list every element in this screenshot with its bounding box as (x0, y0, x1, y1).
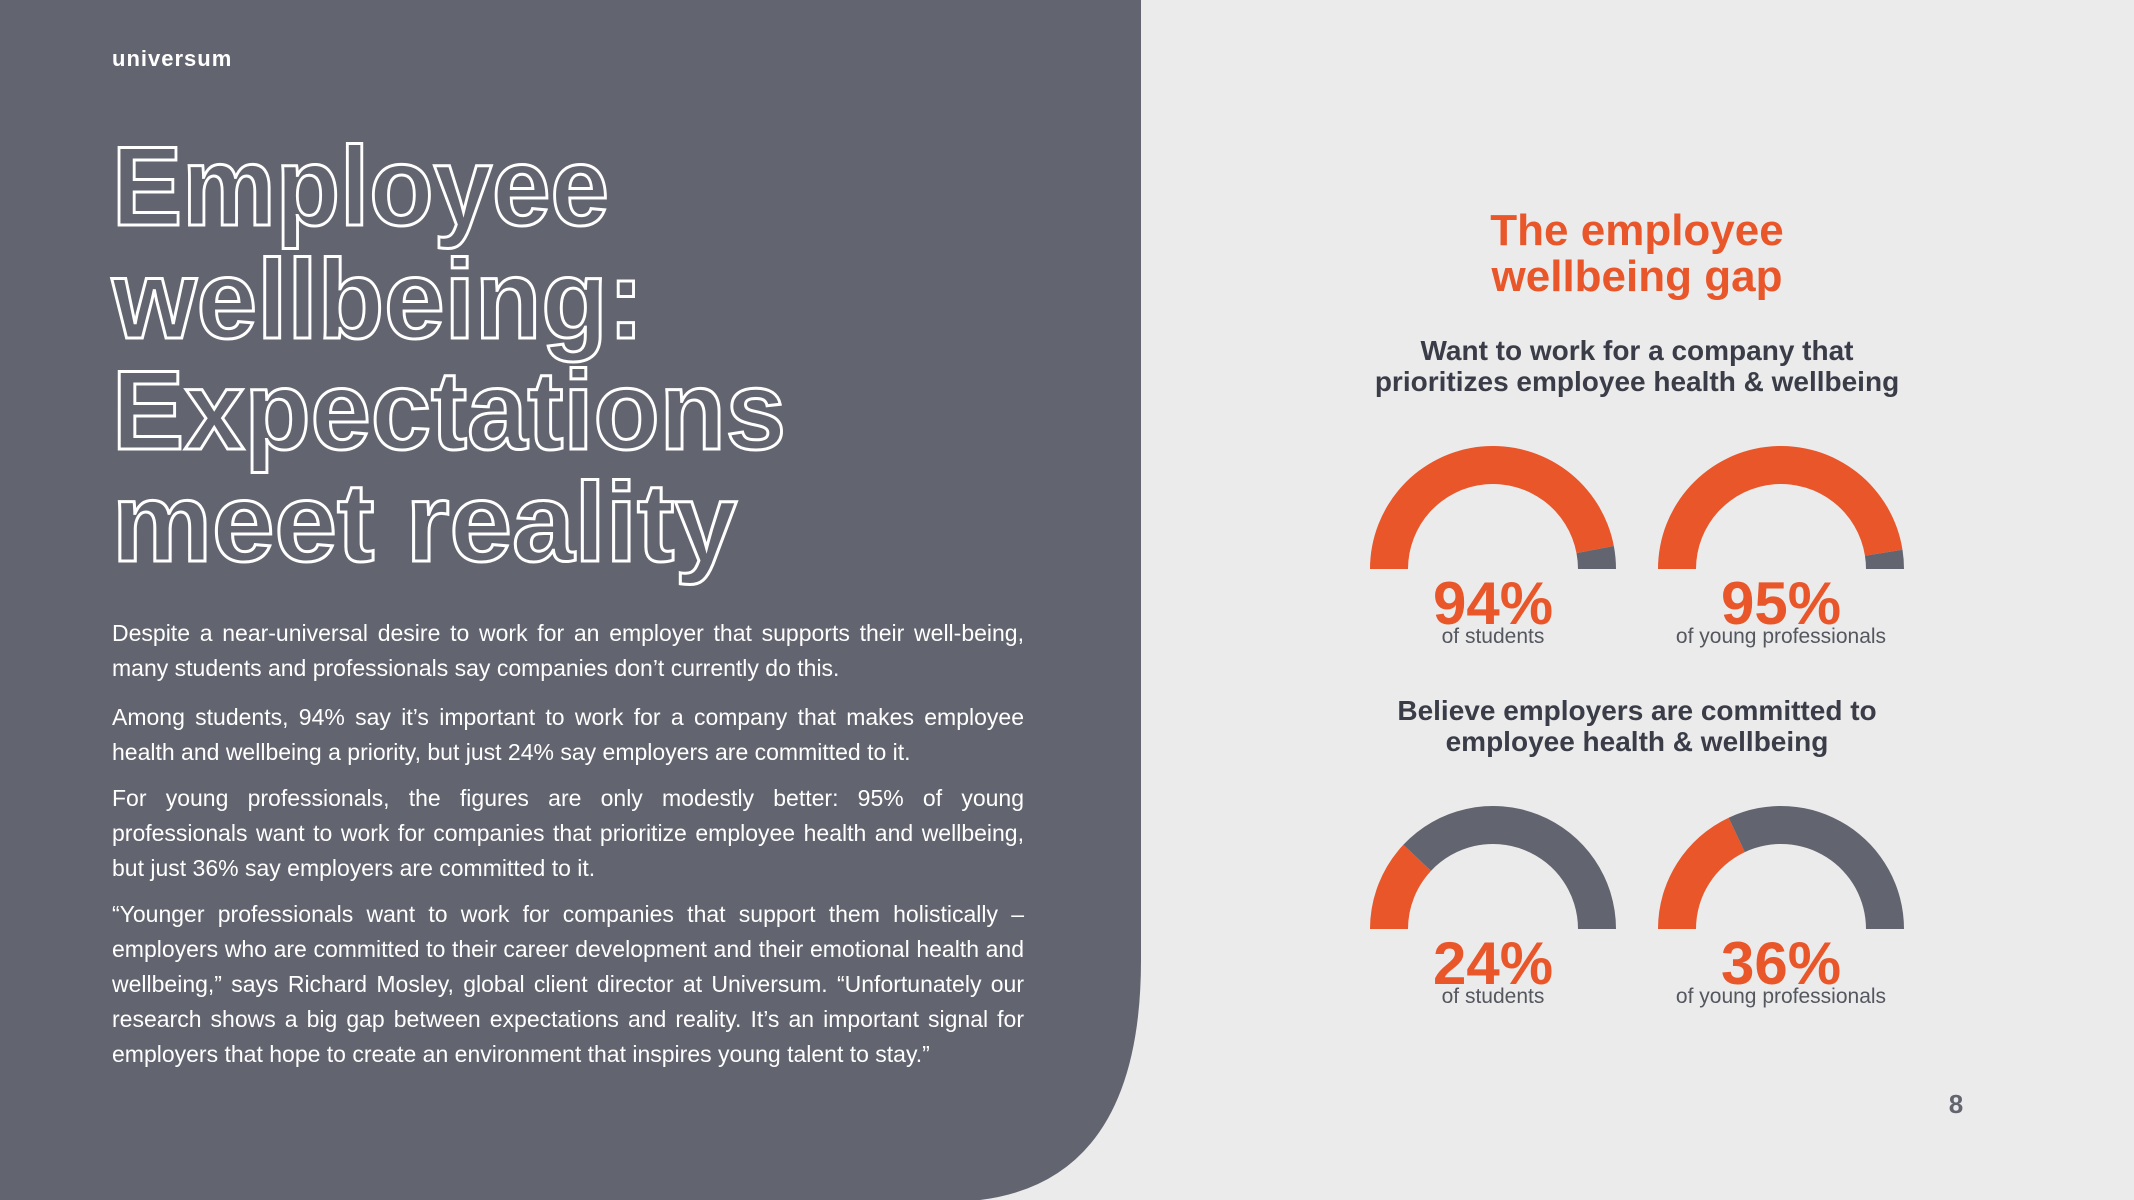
gauge-caption: of students (1442, 625, 1545, 648)
paragraph: “Younger professionals want to work for … (112, 901, 1024, 1067)
gauge-heading: prioritizes employee health & wellbeing (1375, 366, 1899, 397)
gauge-caption: of young professionals (1676, 985, 1886, 1008)
gauge-caption: of young professionals (1676, 625, 1886, 648)
gauge-heading: employee health & wellbeing (1446, 726, 1829, 757)
paragraph: Despite a near-universal desire to work … (112, 620, 1024, 681)
paragraph: Among students, 94% say it’s important t… (112, 704, 1024, 765)
infographic-title: wellbeing gap (1491, 252, 1783, 301)
title-line: wellbeing: (111, 237, 644, 362)
gauge-rest (1864, 549, 1904, 569)
gauge-heading: Believe employers are committed to (1397, 695, 1876, 726)
left-panel (0, 0, 1141, 1200)
gauge-value: 24% (1433, 930, 1553, 997)
gauge-value: 95% (1721, 570, 1841, 637)
infographic-title: The employee (1490, 206, 1783, 255)
gauge-value: 36% (1721, 930, 1841, 997)
page-number: 8 (1949, 1089, 1963, 1119)
gauge-rest (1576, 545, 1616, 569)
title-line: meet reality (112, 460, 737, 585)
paragraph: For young professionals, the figures are… (112, 785, 1024, 881)
logo: universum (112, 46, 232, 71)
gauge-filled (1658, 817, 1745, 929)
gauge-value: 94% (1433, 570, 1553, 637)
title-line: Expectations (112, 348, 786, 473)
gauge-caption: of students (1442, 985, 1545, 1008)
gauge-rest (1403, 805, 1616, 929)
gauge-filled (1370, 446, 1614, 569)
title-line: Employee (112, 124, 609, 249)
gauge-rest (1728, 806, 1904, 929)
gauge-filled (1658, 445, 1903, 569)
gauge-heading: Want to work for a company that (1421, 335, 1854, 366)
gauge-filled (1370, 844, 1432, 929)
